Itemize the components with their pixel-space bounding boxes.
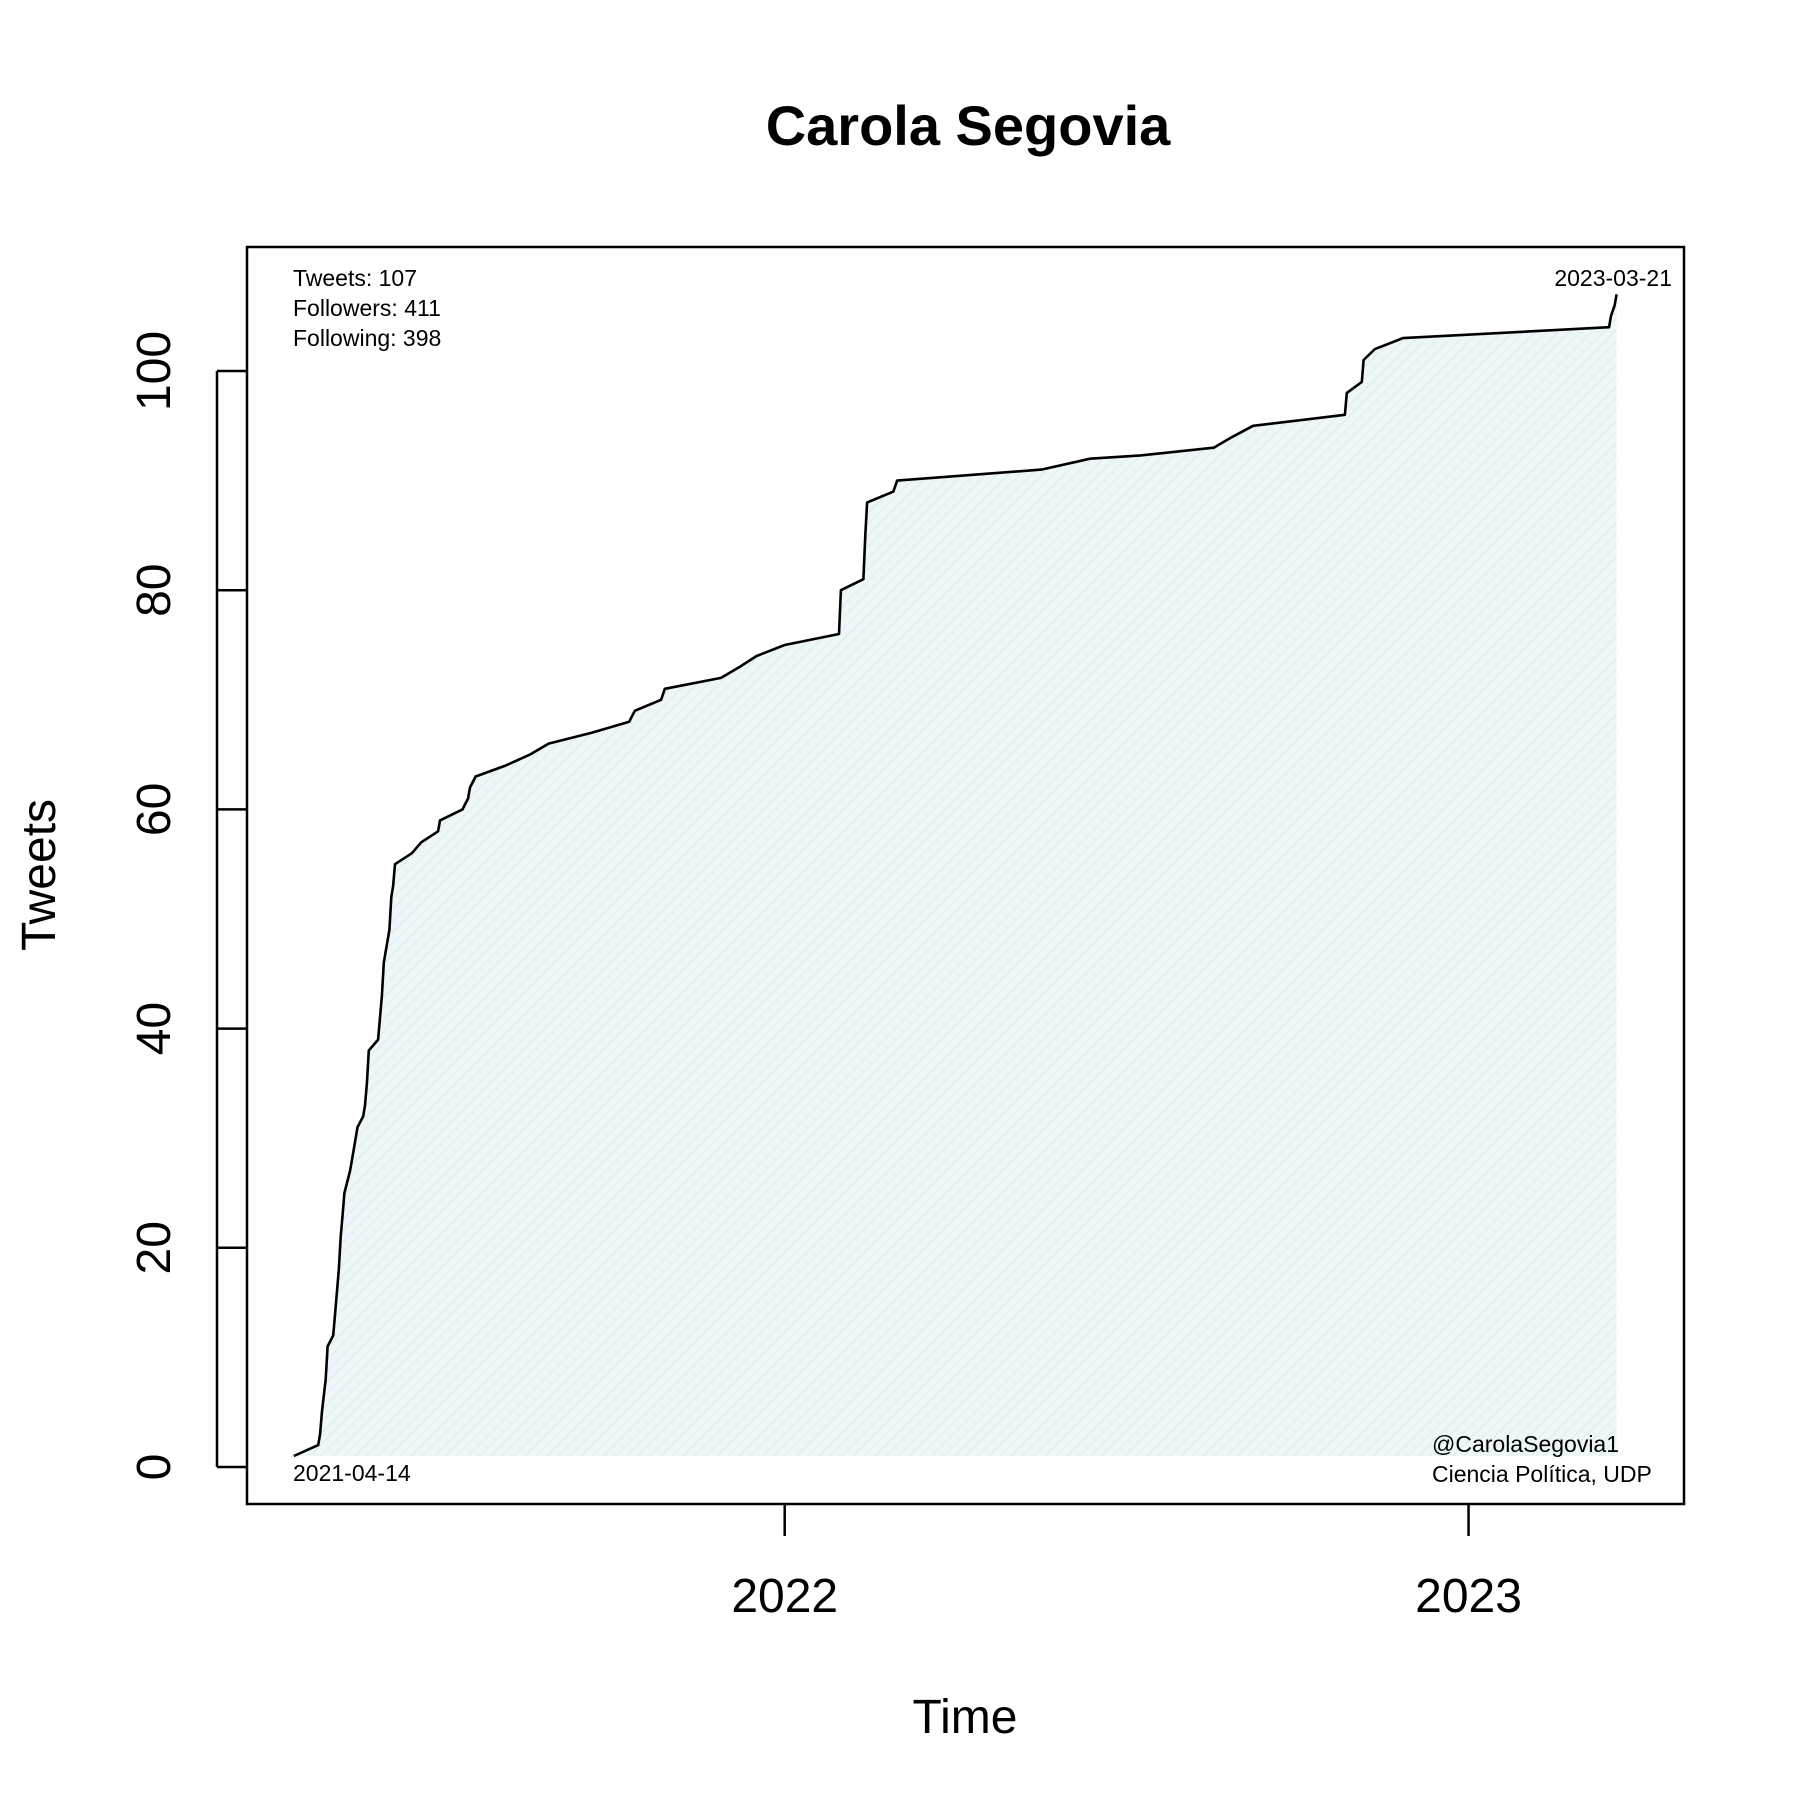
stat-tweets: Tweets: 107 <box>293 265 417 291</box>
x-tick-label: 2022 <box>731 1570 838 1623</box>
chart-title: Carola Segovia <box>766 94 1171 157</box>
plot-frame <box>245 245 1686 1506</box>
series-line <box>293 294 1618 1458</box>
credit-affiliation: Ciencia Política, UDP <box>1432 1461 1652 1487</box>
x-axis: 2022 2023 <box>731 1504 1522 1623</box>
stat-followers: Followers: 411 <box>293 295 441 321</box>
y-tick-label: 40 <box>128 1002 181 1055</box>
x-axis-title: Time <box>913 1691 1018 1744</box>
area-fill <box>293 294 1617 1456</box>
credit-handle: @CarolaSegovia1 <box>1432 1431 1619 1457</box>
end-date-label: 2023-03-21 <box>1554 265 1672 291</box>
y-axis: 0 20 40 60 80 100 <box>128 331 247 1480</box>
start-date-label: 2021-04-14 <box>293 1460 411 1486</box>
y-tick-label: 100 <box>128 331 181 411</box>
y-tick-label: 0 <box>128 1454 181 1481</box>
plot-area <box>293 294 1618 1458</box>
y-tick-label: 60 <box>128 783 181 836</box>
x-tick-label: 2023 <box>1415 1570 1522 1623</box>
y-axis-title: Tweets <box>13 799 66 951</box>
y-tick-label: 80 <box>128 564 181 617</box>
y-tick-label: 20 <box>128 1221 181 1274</box>
stat-following: Following: 398 <box>293 325 441 351</box>
